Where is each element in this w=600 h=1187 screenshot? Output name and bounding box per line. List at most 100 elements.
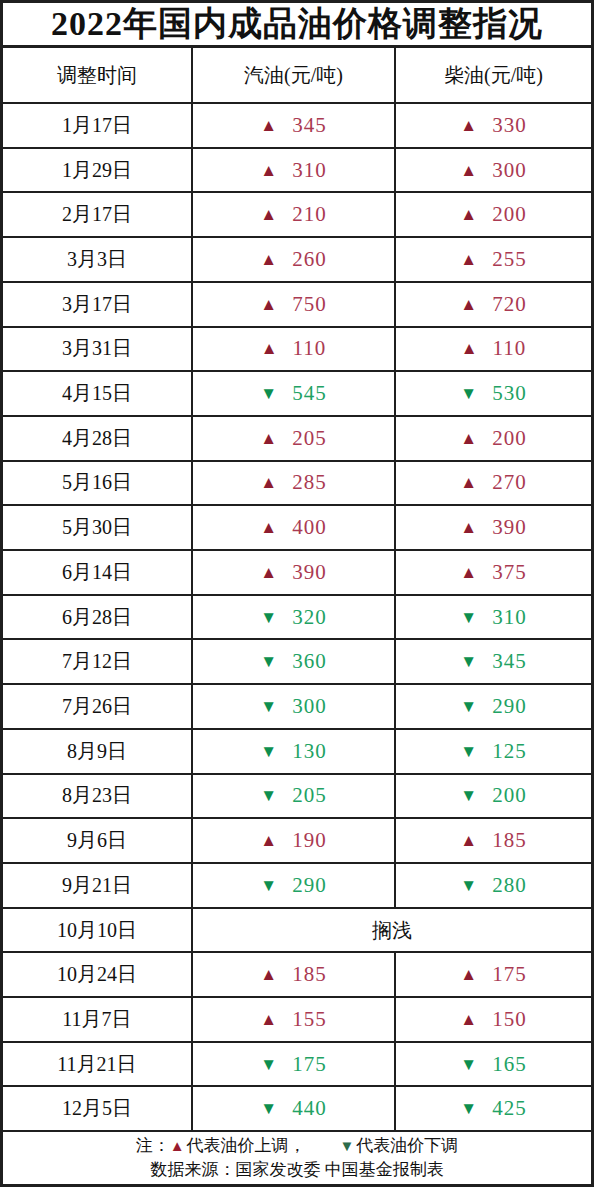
gasoline-change-cell: ▲ 400 (193, 506, 396, 549)
adjustment-date-cell: 5月30日 (3, 506, 193, 549)
adjustment-date-cell: 7月12日 (3, 640, 193, 683)
table-row: 11月7日▲155▲150 (3, 996, 591, 1041)
adjustment-date-cell: 6月28日 (3, 596, 193, 639)
up-arrow-icon: ▲ (460, 162, 477, 179)
down-arrow-icon: ▼ (260, 787, 277, 804)
diesel-change-value: 125 (492, 739, 527, 764)
down-arrow-icon: ▼ (460, 698, 477, 715)
up-arrow-icon: ▲ (260, 966, 277, 983)
up-arrow-icon: ▲ (461, 340, 478, 357)
gasoline-change-value: 190 (292, 828, 327, 853)
up-arrow-icon: ▲ (261, 340, 278, 357)
diesel-change-cell: ▼345 (396, 640, 591, 683)
down-arrow-icon: ▼ (460, 877, 477, 894)
diesel-change-value: 310 (492, 605, 527, 630)
table-row: 3月17日▲750▲720 (3, 281, 591, 326)
diesel-change-value: 280 (492, 873, 527, 898)
diesel-change-value: 150 (492, 1007, 527, 1032)
table-row: 1月17日▲345▲330 (3, 102, 591, 147)
down-arrow-icon: ▼ (460, 385, 477, 402)
diesel-change-cell: ▲175 (396, 953, 591, 996)
gasoline-change-value: 320 (292, 605, 327, 630)
diesel-change-cell: ▲ 300 (396, 149, 591, 192)
diesel-change-cell: ▼310 (396, 596, 591, 639)
table-footer-notes: 注：▲代表油价上调，▼代表油价下调 数据来源：国家发改委 中国基金报制表 (3, 1130, 591, 1184)
diesel-change-cell: ▼ 425 (396, 1087, 591, 1130)
gasoline-change-value: 205 (292, 783, 327, 808)
diesel-change-value: 270 (492, 470, 527, 495)
up-arrow-icon: ▲ (260, 162, 277, 179)
table-body: 1月17日▲345▲3301月29日▲310▲3002月17日▲210▲2003… (3, 102, 591, 1130)
table-row: 5月16日▲285▲270 (3, 460, 591, 505)
gasoline-change-cell: ▲190 (193, 819, 396, 862)
adjustment-date-cell: 9月21日 (3, 864, 193, 907)
adjustment-date-cell: 4月15日 (3, 372, 193, 415)
diesel-change-value: 300 (492, 158, 527, 183)
gasoline-change-value: 285 (292, 470, 327, 495)
table-row: 4月28日▲205▲200 (3, 415, 591, 460)
diesel-change-value: 720 (492, 292, 527, 317)
column-header-diesel: 柴油(元/吨) (396, 48, 591, 102)
gasoline-change-cell: ▲285 (193, 462, 396, 505)
diesel-change-value: 425 (492, 1096, 527, 1121)
price-adjustment-table: 2022年国内成品油价格调整指况 调整时间 汽油(元/吨) 柴油(元/吨) 1月… (0, 0, 594, 1187)
gasoline-change-cell: ▼ 320 (193, 596, 396, 639)
up-arrow-icon: ▲ (460, 206, 477, 223)
diesel-change-value: 200 (492, 783, 527, 808)
adjustment-date-cell: 8月9日 (3, 730, 193, 773)
table-row: 9月21日 ▼ 290 ▼ 280 (3, 862, 591, 907)
up-arrow-icon: ▲ (460, 430, 477, 447)
diesel-change-cell: ▲ 270 (396, 462, 591, 505)
gasoline-change-value: 130 (292, 739, 327, 764)
adjustment-date-cell: 1月17日 (3, 104, 193, 147)
down-arrow-icon: ▼ (460, 787, 477, 804)
down-arrow-icon: ▼ (460, 1100, 477, 1117)
adjustment-date-cell: 3月3日 (3, 238, 193, 281)
adjustment-date-cell: 3月31日 (3, 328, 193, 371)
gasoline-change-cell: ▲260 (193, 238, 396, 281)
column-header-gasoline: 汽油(元/吨) (193, 48, 396, 102)
gasoline-change-value: 440 (292, 1096, 327, 1121)
table-row: 8月9日▼130▼125 (3, 728, 591, 773)
table-row: 11月21日▼175▼165 (3, 1041, 591, 1086)
gasoline-change-cell: ▼130 (193, 730, 396, 773)
gasoline-change-value: 290 (292, 873, 327, 898)
table-header-row: 调整时间 汽油(元/吨) 柴油(元/吨) (3, 48, 591, 102)
table-row: 10月24日▲185▲175 (3, 951, 591, 996)
gasoline-change-cell: ▼360 (193, 640, 396, 683)
page-title: 2022年国内成品油价格调整指况 (3, 3, 591, 48)
gasoline-change-value: 310 (292, 158, 327, 183)
adjustment-date-cell: 11月21日 (3, 1043, 193, 1086)
up-arrow-icon: ▲ (460, 296, 477, 313)
adjustment-date-cell: 6月14日 (3, 551, 193, 594)
down-arrow-icon: ▼ (260, 877, 277, 894)
up-arrow-icon: ▲ (460, 474, 477, 491)
diesel-change-cell: ▲ 720 (396, 283, 591, 326)
gasoline-change-value: 175 (292, 1052, 327, 1077)
gasoline-change-cell: ▲210 (193, 193, 396, 236)
down-arrow-icon: ▼ (260, 1056, 277, 1073)
gasoline-change-cell: ▲345 (193, 104, 396, 147)
diesel-change-cell: ▲185 (396, 819, 591, 862)
adjustment-date-cell: 9月6日 (3, 819, 193, 862)
diesel-change-cell: ▲200 (396, 193, 591, 236)
down-arrow-icon: ▼ (260, 609, 277, 626)
table-row: 3月31日▲110▲110 (3, 326, 591, 371)
gasoline-change-cell: ▼ 175 (193, 1043, 396, 1086)
gasoline-change-value: 110 (293, 336, 327, 361)
diesel-change-value: 390 (492, 515, 527, 540)
up-arrow-icon: ▲ (260, 430, 277, 447)
table-row: 3月3日▲260▲255 (3, 236, 591, 281)
table-row: 9月6日▲190▲185 (3, 817, 591, 862)
gasoline-change-cell: ▲390 (193, 551, 396, 594)
gasoline-change-cell: ▲155 (193, 998, 396, 1041)
gasoline-change-value: 400 (292, 515, 327, 540)
up-arrow-icon: ▲ (260, 519, 277, 536)
table-row: 4月15日▼545▼530 (3, 370, 591, 415)
diesel-change-cell: ▲390 (396, 506, 591, 549)
table-row: 6月14日▲390▲375 (3, 549, 591, 594)
down-arrow-icon: ▼ (460, 653, 477, 670)
adjustment-date-cell: 8月23日 (3, 775, 193, 818)
gasoline-change-cell: ▲205 (193, 417, 396, 460)
gasoline-change-cell: ▼ 290 (193, 864, 396, 907)
